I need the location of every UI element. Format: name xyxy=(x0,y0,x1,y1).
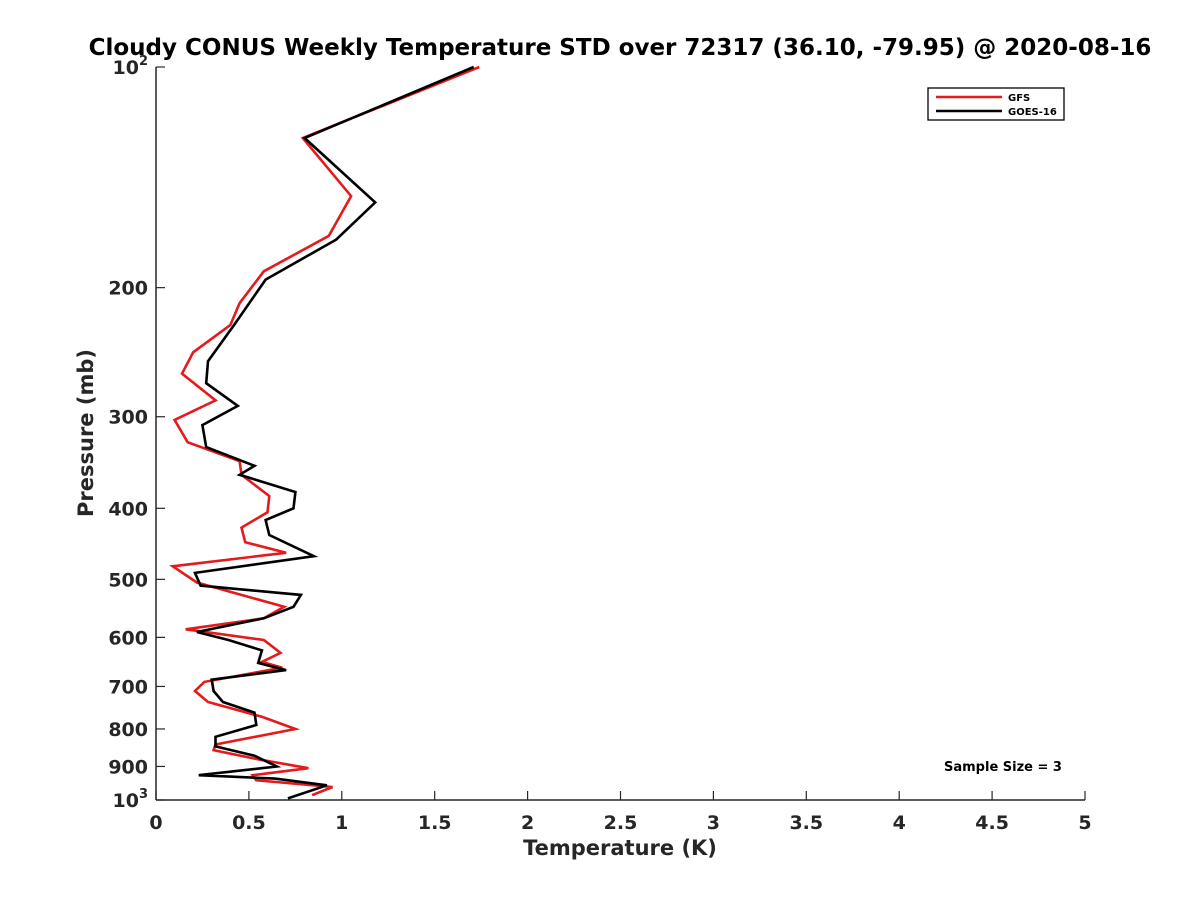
y-tick-label: 600 xyxy=(108,627,148,649)
legend-label: GFS xyxy=(1008,93,1030,104)
y-tick-label: 200 xyxy=(108,278,148,300)
x-tick-label: 1.5 xyxy=(418,812,452,834)
y-tick-label: 500 xyxy=(108,569,148,591)
axes: 0 0.5 1 1.5 2 2.5 3 3.5 4 4.5 5 102 200 300 400 500 600 7… xyxy=(108,54,1091,834)
series-line-goes-16 xyxy=(193,65,475,800)
y-tick-label: 300 xyxy=(108,407,148,429)
y-tick-label: 700 xyxy=(108,676,148,698)
legend-label: GOES-16 xyxy=(1008,107,1057,118)
chart-title: Cloudy CONUS Weekly Temperature STD over… xyxy=(89,35,1152,61)
x-axis-label: Temperature (K) xyxy=(523,836,717,860)
y-tick-label: 800 xyxy=(108,719,148,741)
series-lines xyxy=(169,65,480,800)
x-tick-label: 0.5 xyxy=(232,812,266,834)
x-tick-label: 4.5 xyxy=(975,812,1009,834)
y-tick-label: 103 xyxy=(113,787,149,812)
y-tick-label: 102 xyxy=(113,54,149,79)
sample-size-annotation: Sample Size = 3 xyxy=(944,760,1062,775)
x-tick-label: 3.5 xyxy=(789,812,823,834)
y-tick-label: 900 xyxy=(108,756,148,778)
x-tick-label: 0 xyxy=(149,812,162,834)
y-tick-exponent: 3 xyxy=(139,787,148,802)
y-axis-label: Pressure (mb) xyxy=(74,349,98,517)
series-line-gfs xyxy=(169,65,480,797)
x-tick-label: 3 xyxy=(707,812,720,834)
x-tick-label: 2 xyxy=(521,812,534,834)
x-tick-label: 4 xyxy=(893,812,906,834)
x-tick-label: 2.5 xyxy=(604,812,638,834)
x-tick-label: 5 xyxy=(1078,812,1091,834)
x-tick-label: 1 xyxy=(335,812,348,834)
y-tick-label: 400 xyxy=(108,498,148,520)
y-tick-exponent: 2 xyxy=(139,54,148,69)
legend-box xyxy=(927,87,1065,121)
legend: GFS GOES-16 xyxy=(927,87,1065,121)
